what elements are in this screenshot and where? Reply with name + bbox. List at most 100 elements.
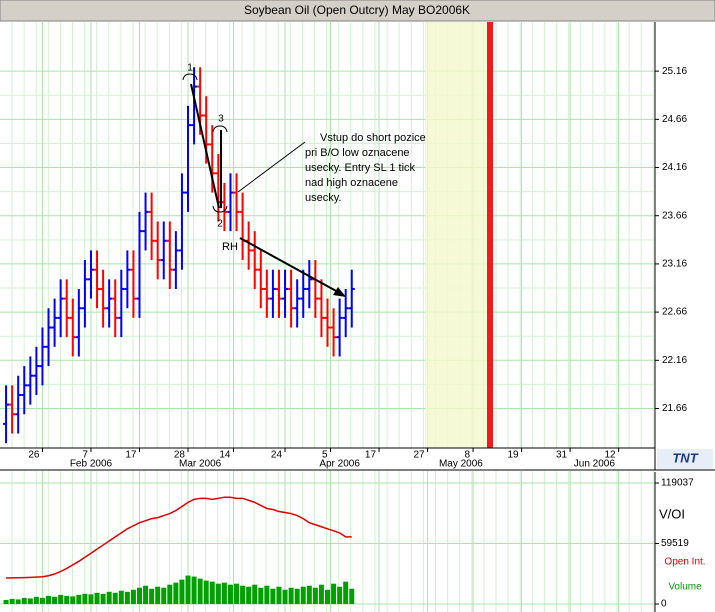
legend-entry: Open Int. — [664, 557, 705, 568]
volume-bar — [246, 586, 252, 604]
volume-bar — [52, 596, 58, 604]
x-tick-label: 17 — [125, 450, 137, 461]
volume-bar — [331, 583, 337, 604]
volume-bar — [173, 582, 179, 604]
volume-bar — [221, 582, 227, 604]
volume-bar — [21, 597, 27, 604]
volume-bar — [312, 587, 318, 604]
volume-bar — [240, 585, 246, 604]
volume-bar — [143, 585, 149, 604]
marks — [3, 67, 355, 604]
volume-bar — [130, 589, 136, 604]
annotation: RH — [222, 241, 238, 253]
y-tick-label: 21.66 — [662, 403, 687, 414]
volume-bar — [234, 583, 240, 604]
volume-bar — [215, 583, 221, 604]
note-line: usecky. — [305, 192, 341, 204]
volume-bar — [227, 584, 233, 604]
y-tick-label: 23.66 — [662, 210, 687, 221]
month-label: Feb 2006 — [70, 459, 113, 470]
logo-box — [657, 449, 713, 469]
x-tick-label: 5 — [322, 450, 328, 461]
volume-bar — [46, 595, 52, 604]
x-tick-label: 27 — [413, 450, 425, 461]
volume-bar — [9, 598, 15, 604]
volume-bar — [112, 592, 118, 604]
y-tick-label: 22.16 — [662, 355, 687, 366]
y-tick-label: 23.16 — [662, 259, 687, 270]
month-label: May 2006 — [439, 459, 483, 470]
volume-bar — [82, 593, 88, 604]
volume-bar — [203, 580, 209, 604]
volume-bar — [325, 589, 330, 604]
trend-line — [190, 83, 220, 209]
volume-bar — [258, 587, 264, 604]
volume-bar — [197, 578, 203, 604]
arrow-line — [239, 237, 339, 293]
x-tick-label: 26 — [28, 450, 40, 461]
y-tick-label: 59519 — [661, 538, 689, 549]
volume-bar — [276, 586, 282, 604]
volume-bar — [118, 590, 124, 604]
note-line: usecky. Entry SL 1 tick — [305, 162, 416, 174]
volume-bar — [161, 587, 167, 604]
title-bar — [0, 0, 715, 22]
x-tick-label: 8 — [464, 450, 470, 461]
chart-title: Soybean Oil (Open Outcry) May BO2006K — [244, 3, 470, 17]
y-tick-label: 119037 — [661, 478, 694, 489]
volume-bar — [252, 584, 258, 604]
x-tick-label: 24 — [271, 450, 283, 461]
note-line: pri B/O low oznacene — [305, 147, 410, 159]
volume-bar — [270, 588, 276, 604]
month-label: Jun 2006 — [574, 459, 616, 470]
volume-bar — [318, 584, 324, 604]
volume-bar — [306, 585, 312, 604]
volume-bar — [124, 591, 130, 604]
note-line: Vstup do short pozice — [320, 132, 426, 144]
month-label: Mar 2006 — [179, 459, 222, 470]
axis-label: V/OI — [659, 506, 685, 521]
x-tick-label: 19 — [507, 450, 519, 461]
arrow-head — [333, 287, 346, 297]
volume-bar — [76, 594, 82, 604]
note-line: nad high oznacene — [305, 177, 398, 189]
x-tick-label: 7 — [82, 450, 88, 461]
volume-bar — [343, 581, 349, 604]
callout-line — [237, 141, 306, 193]
open-interest-line — [6, 496, 352, 579]
volume-bar — [185, 575, 191, 604]
volume-bar — [179, 579, 185, 604]
x-tick-label: 14 — [219, 450, 231, 461]
annotation: 3 — [218, 114, 224, 125]
volume-bar — [300, 586, 306, 604]
volume-bar — [294, 588, 300, 604]
legend-entry: Volume — [668, 582, 702, 593]
volume-bar — [70, 596, 76, 604]
x-tick-label: 12 — [604, 450, 616, 461]
volume-bar — [136, 587, 142, 604]
volume-bar — [337, 586, 343, 604]
volume-bar — [94, 592, 100, 604]
volume-bar — [64, 595, 70, 604]
volume-bar — [167, 584, 173, 604]
x-tick-label: 28 — [174, 450, 186, 461]
bracket — [212, 205, 228, 213]
y-tick-label: 0 — [661, 599, 667, 610]
y-tick-label: 22.66 — [662, 307, 687, 318]
annotation: 1 — [187, 63, 193, 74]
volume-bar — [264, 585, 270, 604]
volume-bar — [155, 586, 161, 604]
volume-bar — [100, 593, 106, 604]
x-tick-label: 31 — [556, 450, 568, 461]
y-tick-label: 24.66 — [662, 114, 687, 125]
volume-bar — [149, 588, 155, 604]
expiry-line — [487, 22, 493, 448]
volume-bar — [288, 587, 294, 604]
volume-bar — [282, 589, 288, 604]
volume-bar — [58, 594, 64, 604]
y-tick-label: 25.16 — [662, 66, 687, 77]
volume-bar — [106, 591, 112, 604]
logo: TNT — [672, 450, 698, 465]
